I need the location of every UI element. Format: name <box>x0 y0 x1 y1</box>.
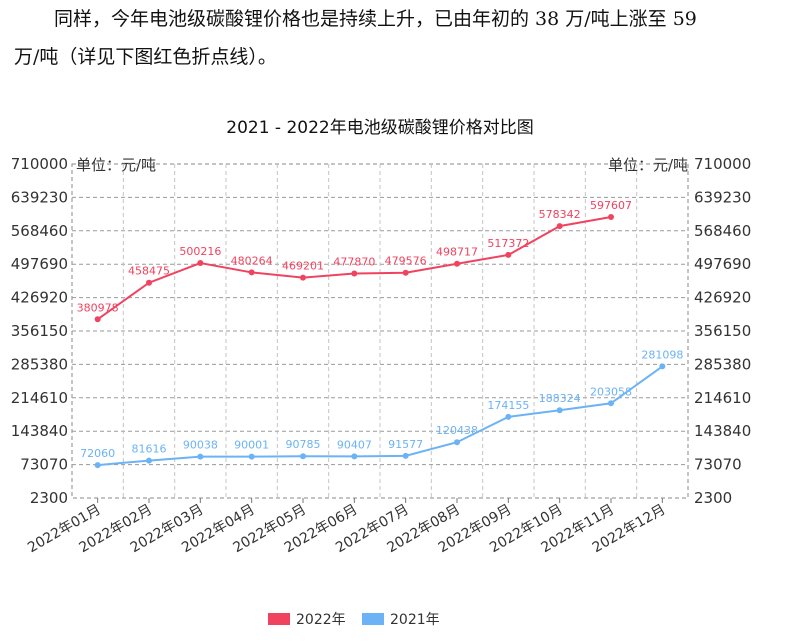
axes: 2300 2300 73070 73070 143840 143840 214610 2146… <box>11 155 752 556</box>
grid-lines <box>71 163 689 499</box>
data-label: 120438 <box>436 424 478 437</box>
data-label: 477870 <box>333 256 375 269</box>
unit-label-left: 单位：元/吨 <box>76 156 156 174</box>
y-tick-label-right: 497690 <box>694 255 751 273</box>
data-label: 578342 <box>539 208 581 221</box>
data-point <box>300 274 306 281</box>
document-paragraph: 同样，今年电池级碳酸锂价格也是持续上升，已由年初的 38 万/吨上涨至 59 万… <box>14 0 794 76</box>
y-tick-label-right: 426920 <box>694 289 751 307</box>
y-tick-label-right: 73070 <box>694 456 742 474</box>
data-point <box>351 270 358 277</box>
data-point <box>94 316 101 323</box>
data-label: 469201 <box>282 260 324 273</box>
unit-label-right: 单位：元/吨 <box>608 156 688 174</box>
y-tick-label-left: 426920 <box>11 289 68 307</box>
y-tick-label-left: 143840 <box>11 422 68 440</box>
data-label: 91577 <box>388 438 423 451</box>
y-tick-label-right: 639230 <box>694 188 751 206</box>
data-label: 517372 <box>487 237 529 250</box>
data-labels: 380978 458475 500216 480264 469201 477870 4795… <box>77 199 684 460</box>
data-point <box>454 439 460 446</box>
data-point <box>351 453 358 460</box>
y-tick-label-left: 497690 <box>11 255 68 273</box>
data-label: 380978 <box>77 301 119 314</box>
y-tick-label-left: 710000 <box>11 155 68 173</box>
chart-title: 2021 - 2022年电池级碳酸锂价格对比图 <box>226 118 533 138</box>
data-point <box>146 279 152 286</box>
data-label: 72060 <box>80 447 115 460</box>
y-tick-label-left: 568460 <box>11 222 68 240</box>
data-point <box>248 453 255 460</box>
data-point <box>197 453 204 460</box>
paragraph-line-2: 万/吨（详见下图红色折点线）。 <box>14 46 277 68</box>
data-label: 458475 <box>128 265 170 278</box>
data-point <box>505 413 512 420</box>
y-tick-label-left: 73070 <box>20 456 68 474</box>
y-tick-label-right: 2300 <box>694 489 732 507</box>
data-point <box>402 452 409 459</box>
data-label: 90038 <box>183 439 218 452</box>
series-lines <box>94 214 666 469</box>
y-tick-label-left: 639230 <box>11 188 68 206</box>
data-point <box>300 453 306 460</box>
data-label: 281098 <box>641 348 683 361</box>
data-point <box>248 269 255 276</box>
data-label: 174155 <box>487 399 529 412</box>
data-label: 203058 <box>590 385 632 398</box>
data-label: 500216 <box>179 245 221 258</box>
data-label: 479576 <box>385 255 427 268</box>
legend-swatch <box>268 613 290 625</box>
data-point <box>659 363 666 370</box>
y-tick-label-left: 356150 <box>11 322 68 340</box>
data-point <box>608 400 614 407</box>
data-label: 597607 <box>590 199 632 212</box>
data-label: 90785 <box>286 438 321 451</box>
data-point <box>556 407 563 414</box>
legend-swatch <box>362 613 384 625</box>
series-line-1 <box>97 365 663 467</box>
data-label: 480264 <box>231 254 273 267</box>
data-label: 81616 <box>132 443 167 456</box>
y-tick-label-right: 568460 <box>694 222 751 240</box>
paragraph-line-1: 同样，今年电池级碳酸锂价格也是持续上升，已由年初的 38 万/吨上涨至 59 <box>54 8 697 30</box>
legend-label: 2022年 <box>296 612 346 628</box>
data-label: 188324 <box>539 392 581 405</box>
data-label: 90001 <box>234 439 269 452</box>
y-tick-label-right: 214610 <box>694 389 751 407</box>
y-tick-label-right: 356150 <box>694 322 751 340</box>
y-tick-label-left: 214610 <box>11 389 68 407</box>
y-tick-label-left: 2300 <box>30 489 68 507</box>
data-point <box>454 260 460 267</box>
y-tick-label-right: 285380 <box>694 355 751 373</box>
legend-label: 2021年 <box>390 612 440 628</box>
data-label: 90407 <box>337 438 372 451</box>
y-tick-label-right: 143840 <box>694 422 751 440</box>
y-tick-label-left: 285380 <box>11 355 68 373</box>
data-point <box>505 251 512 258</box>
data-point <box>197 260 204 267</box>
data-point <box>146 457 152 464</box>
data-point <box>608 214 614 221</box>
y-tick-label-right: 710000 <box>694 155 751 173</box>
legend: 2022年 2021年 <box>268 612 440 628</box>
data-point <box>94 462 101 469</box>
data-point <box>556 223 563 230</box>
data-point <box>402 269 409 276</box>
data-label: 498717 <box>436 246 478 259</box>
